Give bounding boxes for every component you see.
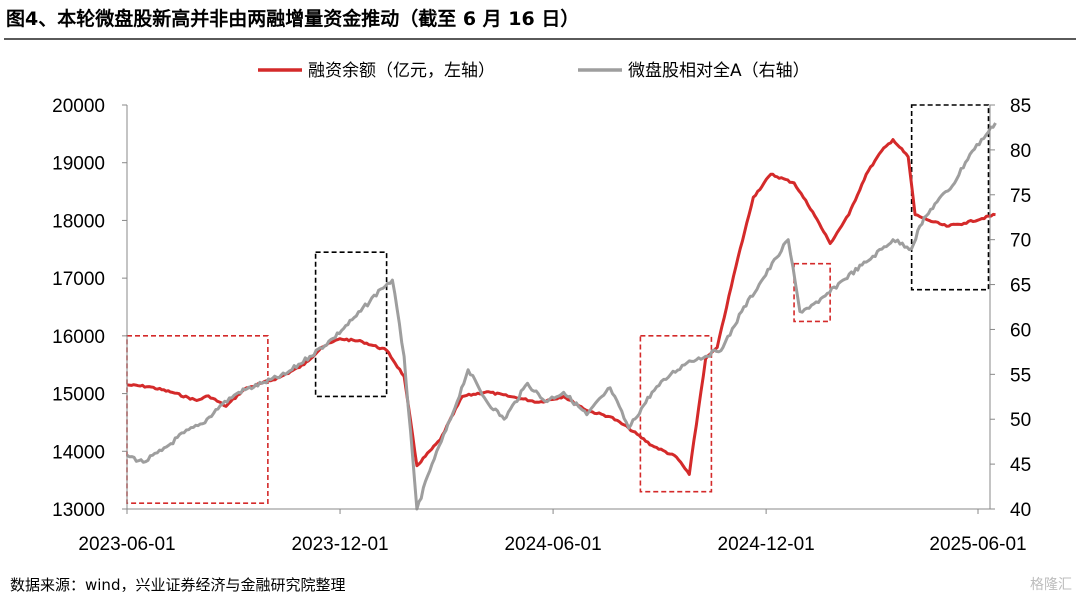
right-axis-tick-label: 40 bbox=[1010, 500, 1031, 521]
x-axis-tick-label: 2024-06-01 bbox=[504, 534, 601, 555]
right-axis-tick-label: 85 bbox=[1010, 96, 1031, 117]
right-axis-tick-label: 70 bbox=[1010, 231, 1031, 252]
left-axis-tick-label: 15000 bbox=[52, 385, 105, 406]
left-axis-tick-label: 16000 bbox=[52, 327, 105, 348]
x-axis-tick-label: 2023-12-01 bbox=[291, 534, 388, 555]
left-axis-tick-label: 17000 bbox=[52, 269, 105, 290]
x-axis-tick-label: 2024-12-01 bbox=[718, 534, 815, 555]
title-divider bbox=[4, 38, 1076, 40]
right-axis-tick-label: 55 bbox=[1010, 365, 1031, 386]
x-axis-tick-label: 2025-06-01 bbox=[929, 534, 1026, 555]
right-axis-tick-label: 50 bbox=[1010, 410, 1031, 431]
highlight-box bbox=[314, 251, 388, 398]
data-source-note: 数据来源：wind，兴业证券经济与金融研究院整理 bbox=[10, 576, 346, 594]
left-axis-tick-label: 13000 bbox=[52, 500, 105, 521]
chart-title: 图4、本轮微盘股新高并非由两融增量资金推动（截至 6 月 16 日） bbox=[6, 8, 580, 30]
legend-item-microcap-relative-label: 微盘股相对全A（右轴） bbox=[628, 61, 810, 81]
right-axis-tick-label: 65 bbox=[1010, 276, 1031, 297]
left-axis-tick-label: 14000 bbox=[52, 442, 105, 463]
right-axis-tick-label: 75 bbox=[1010, 186, 1031, 207]
left-axis-tick-label: 20000 bbox=[52, 96, 105, 117]
right-axis-tick-label: 45 bbox=[1010, 455, 1031, 476]
chart-axes: 13000 14000 15000 16000 17000 18000 19000 20000… bbox=[52, 96, 1031, 555]
highlight-box bbox=[639, 335, 713, 493]
right-axis-tick-label: 80 bbox=[1010, 141, 1031, 162]
watermark-text: 格隆汇 bbox=[1030, 577, 1072, 593]
right-axis-tick-label: 60 bbox=[1010, 320, 1031, 341]
series-lines bbox=[126, 122, 997, 511]
chart-legend: 融资余额（亿元，左轴） 微盘股相对全A（右轴） bbox=[258, 61, 810, 81]
legend-item-margin-balance-label: 融资余额（亿元，左轴） bbox=[308, 61, 495, 81]
left-axis-tick-label: 19000 bbox=[52, 154, 105, 175]
highlight-box bbox=[126, 335, 269, 505]
highlight-box bbox=[910, 104, 990, 291]
margin-balance-line bbox=[126, 138, 996, 476]
left-axis-tick-label: 18000 bbox=[52, 211, 105, 232]
microcap-relative-line bbox=[126, 122, 997, 511]
highlight-boxes bbox=[126, 104, 990, 505]
x-axis-tick-label: 2023-06-01 bbox=[78, 534, 175, 555]
